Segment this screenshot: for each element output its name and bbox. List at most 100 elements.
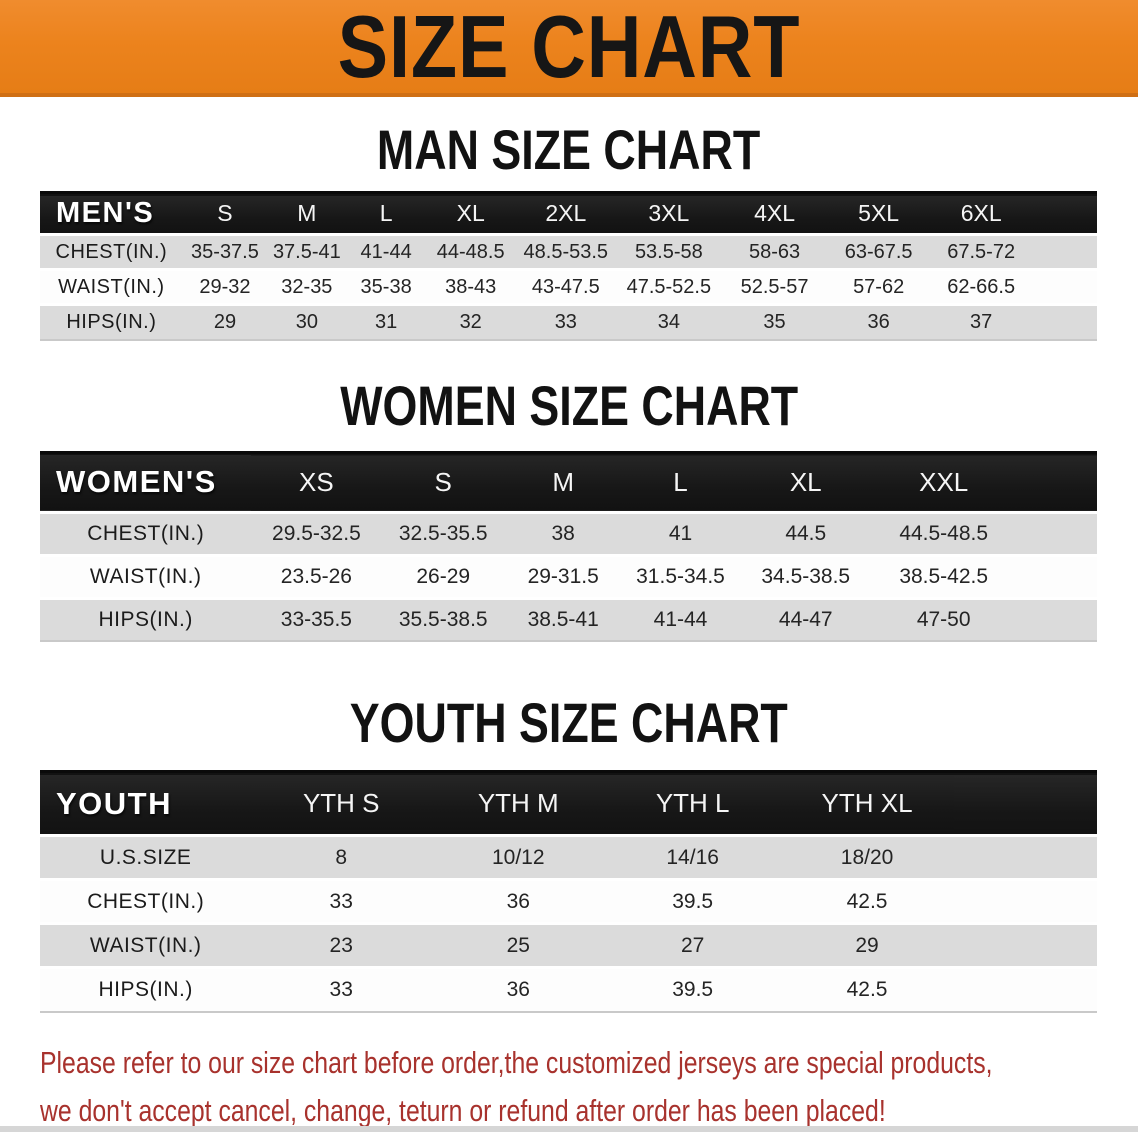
size-cell: 31.5-34.5	[636, 564, 725, 588]
women-col-s: S	[434, 466, 452, 497]
men-col-3xl: 3XL	[648, 200, 690, 226]
youth-hips-row: HIPS(IN.) 33 36 39.5 42.5	[40, 967, 1097, 1012]
size-cell: 38-43	[445, 275, 497, 298]
spacer-cell	[954, 924, 1097, 968]
women-col-xs: XS	[299, 466, 334, 497]
size-cell: 47-50	[916, 607, 971, 631]
women-col-l: L	[673, 466, 688, 497]
spacer-cell	[1032, 305, 1097, 340]
size-cell: 29-32	[199, 275, 251, 298]
women-waist-row: WAIST(IN.) 23.5-26 26-29 29-31.5 31.5-34…	[40, 555, 1097, 598]
size-cell: 32-35	[281, 275, 333, 298]
size-cell: 62-66.5	[947, 275, 1016, 298]
size-cell: 29	[855, 933, 879, 957]
youth-chest-row: CHEST(IN.) 33 36 39.5 42.5	[40, 879, 1097, 924]
women-chest-row: CHEST(IN.) 29.5-32.5 32.5-35.5 38 41 44.…	[40, 512, 1097, 555]
disclaimer-note: Please refer to our size chart before or…	[40, 1039, 1138, 1135]
men-header-row: MEN'S S M L XL 2XL 3XL 4XL 5XL 6XL	[40, 192, 1097, 235]
men-col-l: L	[379, 200, 393, 226]
men-col-4xl: 4XL	[754, 200, 796, 226]
size-cell: 63-67.5	[844, 240, 913, 263]
men-col-5xl: 5XL	[858, 200, 900, 226]
women-header-row: WOMEN'S XS S M L XL XXL	[40, 452, 1097, 512]
youth-ussize-row: U.S.SIZE 8 10/12 14/16 18/20	[40, 835, 1097, 880]
men-size-table: MEN'S S M L XL 2XL 3XL 4XL 5XL 6XL CHEST…	[40, 191, 1097, 341]
banner: SIZE CHART	[0, 0, 1138, 97]
size-cell: 39.5	[672, 977, 714, 1001]
size-cell: 36	[506, 889, 530, 913]
size-cell: 52.5-57	[740, 275, 809, 298]
women-size-table: WOMEN'S XS S M L XL XXL CHEST(IN.) 29.5-…	[40, 451, 1097, 642]
size-cell: 37.5-41	[272, 240, 341, 263]
men-col-6xl: 6XL	[960, 200, 1002, 226]
size-cell: 36	[867, 310, 890, 333]
women-col-m: M	[552, 466, 575, 497]
row-label: CHEST(IN.)	[87, 889, 205, 913]
men-section: MAN SIZE CHART MEN'S S M L XL 2XL 3XL 4X…	[0, 118, 1138, 341]
row-label: CHEST(IN.)	[55, 240, 168, 263]
size-cell: 42.5	[846, 889, 888, 913]
size-cell: 38.5-41	[527, 607, 599, 631]
size-cell: 41	[668, 521, 693, 545]
size-cell: 44.5-48.5	[899, 521, 989, 545]
size-cell: 44-47	[778, 607, 833, 631]
spacer-cell	[954, 772, 1097, 836]
women-heading-text: WOMEN SIZE CHART	[340, 373, 798, 437]
size-cell: 41-44	[653, 607, 708, 631]
size-cell: 29-31.5	[527, 564, 599, 588]
size-cell: 27	[680, 933, 705, 957]
spacer-cell	[1032, 270, 1097, 305]
spacer-cell	[1016, 452, 1097, 512]
men-section-heading: MAN SIZE CHART	[0, 118, 1138, 181]
youth-col-m: YTH M	[477, 788, 559, 818]
youth-header-row: YOUTH YTH S YTH M YTH L YTH XL	[40, 771, 1097, 836]
size-cell: 32.5-35.5	[398, 521, 488, 545]
women-section: WOMEN SIZE CHART WOMEN'S XS S M L XL XXL	[0, 373, 1138, 642]
size-cell: 23	[329, 933, 353, 957]
youth-heading-text: YOUTH SIZE CHART	[349, 691, 789, 754]
spacer-cell	[954, 836, 1097, 880]
size-cell: 34.5-38.5	[761, 564, 851, 588]
men-col-xl: XL	[456, 200, 485, 226]
size-cell: 33-35.5	[280, 607, 352, 631]
youth-corner-label: YOUTH	[56, 785, 172, 821]
size-cell: 25	[506, 933, 530, 957]
size-cell: 18/20	[840, 845, 894, 869]
size-cell: 33	[329, 977, 353, 1001]
youth-section-heading: YOUTH SIZE CHART	[0, 691, 1138, 754]
spacer-cell	[1016, 555, 1097, 598]
men-col-2xl: 2XL	[545, 200, 587, 226]
women-hips-row: HIPS(IN.) 33-35.5 35.5-38.5 38.5-41 41-4…	[40, 598, 1097, 641]
spacer-cell	[1032, 235, 1097, 270]
youth-col-l: YTH L	[655, 788, 730, 818]
size-cell: 29.5-32.5	[272, 521, 361, 545]
size-cell: 35-38	[360, 275, 412, 298]
spacer-cell	[954, 880, 1097, 924]
row-label: WAIST(IN.)	[89, 933, 202, 957]
size-cell: 38	[551, 521, 575, 545]
men-col-s: S	[217, 200, 233, 226]
women-section-heading: WOMEN SIZE CHART	[0, 373, 1138, 437]
size-cell: 58-63	[748, 240, 801, 263]
spacer-cell	[954, 968, 1097, 1012]
size-cell: 26-29	[416, 564, 471, 588]
size-cell: 44.5	[785, 521, 827, 545]
men-chest-row: CHEST(IN.) 35-37.5 37.5-41 41-44 44-48.5…	[40, 234, 1097, 270]
youth-col-s: YTH S	[302, 788, 380, 818]
size-cell: 57-62	[853, 275, 905, 298]
size-cell: 31	[375, 310, 398, 333]
size-cell: 8	[335, 845, 348, 869]
size-cell: 67.5-72	[947, 240, 1016, 263]
size-cell: 53.5-58	[634, 240, 703, 263]
men-waist-row: WAIST(IN.) 29-32 32-35 35-38 38-43 43-47…	[40, 269, 1097, 305]
size-cell: 35.5-38.5	[398, 607, 488, 631]
size-cell: 44-48.5	[436, 240, 505, 263]
bottom-edge-strip	[0, 1126, 1138, 1132]
size-cell: 43-47.5	[531, 275, 600, 298]
size-cell: 35	[763, 310, 786, 333]
spacer-cell	[1016, 598, 1097, 641]
size-cell: 47.5-52.5	[626, 275, 712, 298]
spacer-cell	[1016, 512, 1097, 555]
men-heading-text: MAN SIZE CHART	[377, 118, 761, 181]
